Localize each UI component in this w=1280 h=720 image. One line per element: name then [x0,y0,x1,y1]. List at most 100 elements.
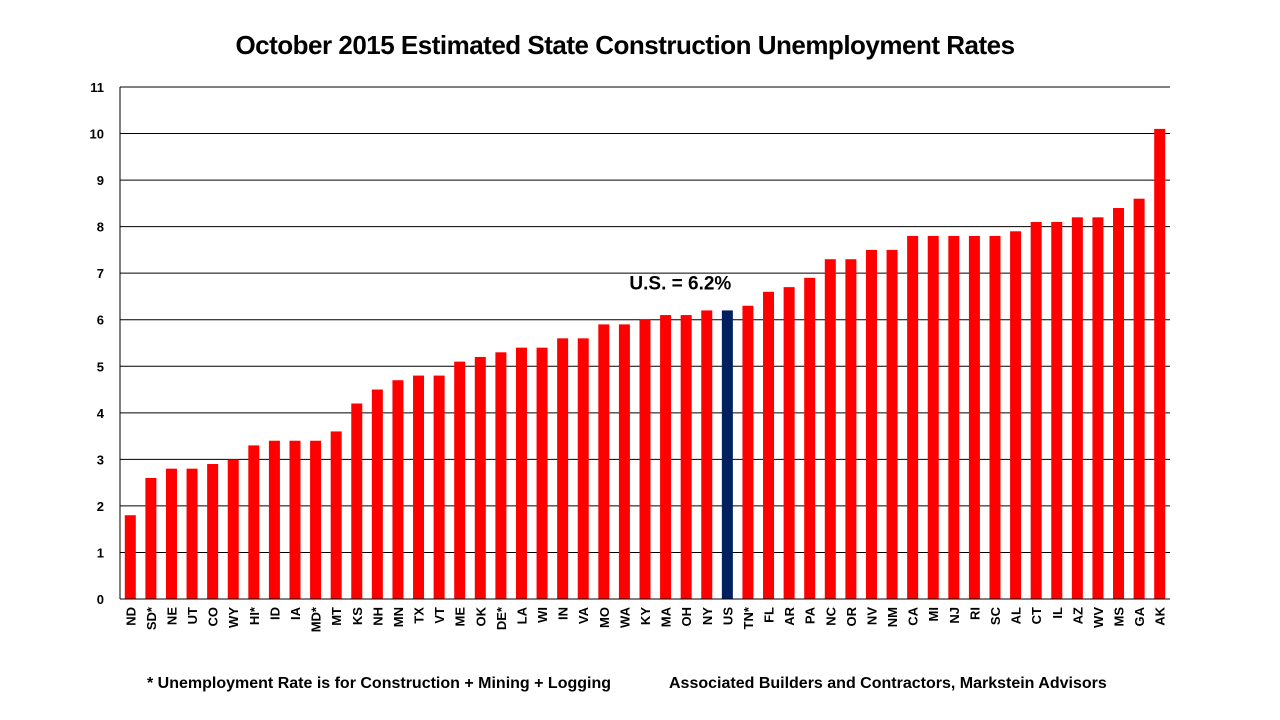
x-tick-label: MD* [309,606,324,632]
x-tick-label: VA [576,606,591,624]
bar-ut [186,468,198,599]
bar-ia [289,440,301,599]
y-tick-label: 5 [97,359,104,374]
bar-wa [618,324,630,599]
x-tick-label: MO [597,607,612,628]
bar-ne [165,468,177,599]
bar-hi [248,445,260,599]
bar-az [1071,217,1083,599]
x-tick-label: NE [164,607,179,625]
bar-id [268,440,280,599]
us-annotation: U.S. = 6.2% [629,273,731,294]
x-tick-label: VT [432,607,447,624]
x-tick-label: WI [535,607,550,623]
x-tick-label: HI* [247,606,262,625]
y-tick-label: 2 [97,499,104,514]
x-tick-label: LA [514,606,529,624]
bar-us [721,310,733,599]
bar-ct [1030,221,1042,599]
x-tick-label: SD* [144,606,159,630]
y-tick-label: 10 [90,127,104,142]
x-tick-label: WV [1091,607,1106,628]
x-tick-label: AL [1009,607,1024,624]
x-tick-label: IL [1050,607,1065,619]
x-tick-label: OR [844,606,859,626]
bar-sd [145,477,157,599]
bar-wv [1092,217,1104,599]
bar-ks [351,403,363,599]
bar-me [454,361,466,599]
y-tick-label: 9 [97,173,104,188]
bar-mo [598,324,610,599]
x-tick-label: MT [329,607,344,626]
y-tick-label: 6 [97,313,104,328]
bar-al [1010,231,1022,600]
bar-vt [433,375,445,599]
bar-oh [680,315,692,599]
bar-mt [330,431,342,599]
x-tick-label: AZ [1070,607,1085,624]
bar-wi [536,347,548,599]
y-tick-label: 11 [90,80,104,95]
x-tick-label: SC [988,606,1003,625]
bar-nh [371,389,383,599]
y-tick-label: 8 [97,220,104,235]
x-tick-label: DE* [494,606,509,630]
y-tick-label: 7 [97,266,104,281]
x-tick-label: TN* [741,606,756,629]
x-tick-label: PA [803,606,818,624]
bar-ny [701,310,713,599]
y-tick-labels: 0 1 2 3 4 5 6 7 8 9 10 11 [90,80,105,607]
x-tick-label: WY [226,607,241,628]
x-tick-label: OK [473,606,488,626]
bars [124,128,1166,600]
x-tick-label: OH [679,607,694,627]
bar-ar [783,287,795,599]
x-tick-label: IN [556,607,571,620]
y-tick-label: 0 [97,592,104,607]
y-tick-label: 1 [97,545,104,560]
x-tick-label: MA [659,606,674,627]
y-tick-label: 3 [97,452,104,467]
footnote-source: Associated Builders and Contractors, Mar… [669,675,1107,692]
bar-tx [413,375,425,599]
x-tick-label: IA [288,606,303,620]
x-tick-label: UT [185,607,200,624]
bar-ga [1133,198,1145,599]
x-tick-label: NV [864,607,879,625]
x-tick-label: ND [123,607,138,626]
x-tick-label: NC [823,606,838,625]
x-tick-label: NM [885,607,900,627]
x-tick-label: NY [700,607,715,625]
bar-la [515,347,527,599]
x-tick-label: NJ [947,607,962,624]
x-tick-label: KY [638,607,653,625]
x-tick-label: MS [1112,607,1127,627]
x-tick-label: CA [906,606,921,625]
bar-in [557,338,569,599]
x-tick-label: MI [926,607,941,621]
x-tick-label: US [720,607,735,625]
bar-mn [392,380,404,599]
x-tick-label: AK [1153,606,1168,625]
x-tick-label: TX [412,607,427,624]
bar-nd [124,515,136,599]
bar-or [845,259,857,599]
x-tick-label: GA [1132,606,1147,626]
bar-ri [968,235,980,600]
x-tick-label: KS [350,607,365,625]
bar-nj [948,235,960,600]
x-tick-label: CT [1029,607,1044,624]
bar-sc [989,235,1001,600]
bar-wy [227,459,239,599]
bar-nm [886,249,898,599]
bar-ak [1154,128,1166,599]
bar-tn [742,305,754,599]
x-tick-label: ME [453,607,468,627]
x-tick-label: AR [782,606,797,625]
y-tick-label: 4 [97,406,105,421]
x-tick-label: FL [762,607,777,623]
x-tick-label: CO [206,607,221,627]
bar-co [207,464,219,599]
